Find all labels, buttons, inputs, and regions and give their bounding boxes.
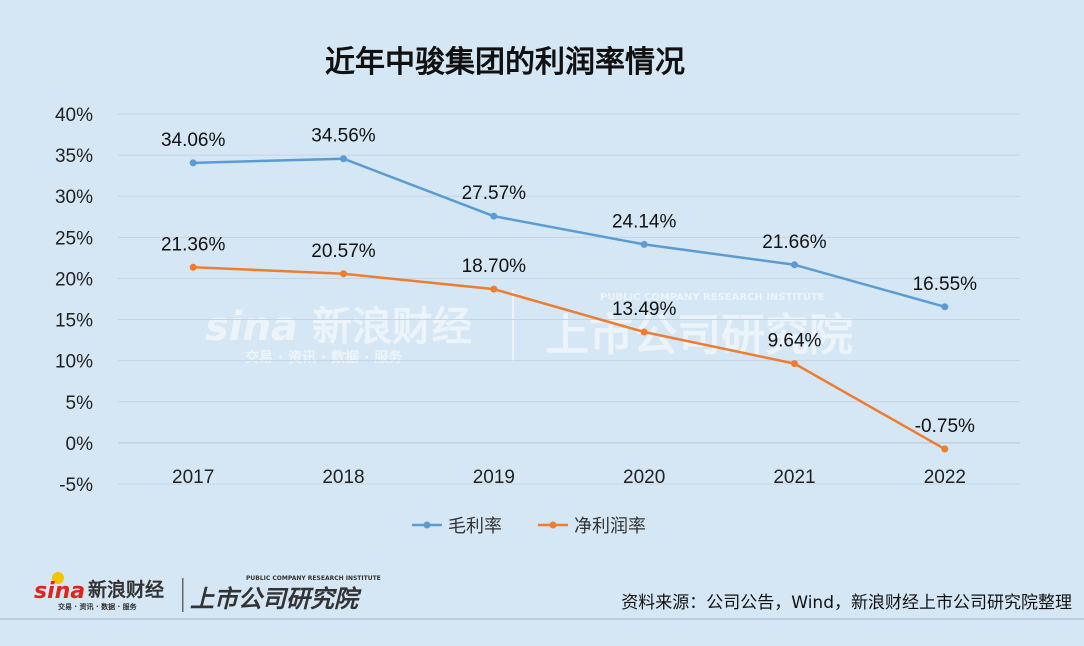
data-point	[941, 303, 949, 311]
y-tick-label: 15%	[55, 311, 93, 332]
data-label: 13.49%	[612, 299, 677, 320]
data-label: 24.14%	[612, 211, 677, 232]
x-tick-label: 2019	[473, 467, 515, 488]
bottom-strip	[0, 618, 1084, 646]
x-tick-label: 2018	[322, 467, 364, 488]
watermark-sina: sina	[205, 304, 298, 350]
legend-marker-net	[549, 521, 557, 529]
x-tick-label: 2021	[773, 467, 815, 488]
data-point	[490, 285, 498, 293]
data-label: 27.57%	[462, 183, 527, 204]
watermark: sina 新浪财经 交易 · 资讯 · 数据 · 服务 上市公司研究院 PUBL…	[205, 290, 853, 366]
legend-label-gross: 毛利率	[448, 516, 502, 537]
data-point	[640, 240, 648, 248]
footer-logo: sina 新浪财经 交易 · 资讯 · 数据 · 服务 上市公司研究院 PUBL…	[34, 572, 381, 613]
x-tick-label: 2017	[172, 467, 214, 488]
data-label: 21.66%	[762, 232, 827, 253]
data-point	[490, 212, 498, 220]
sina-eye-icon	[52, 572, 64, 584]
series	[189, 155, 949, 453]
y-tick-label: 40%	[55, 105, 93, 126]
y-tick-label: 10%	[55, 352, 93, 373]
logo-divider	[182, 578, 184, 612]
gridlines	[118, 113, 1020, 485]
logo-institute-en: PUBLIC COMPANY RESEARCH INSTITUTE	[246, 575, 381, 582]
data-point	[941, 445, 949, 453]
data-label: 21.36%	[161, 234, 226, 255]
y-tick-label: 35%	[55, 146, 93, 167]
data-label: 20.57%	[311, 241, 376, 262]
data-label: 34.56%	[311, 126, 376, 147]
data-point	[340, 270, 347, 278]
y-tick-label: 0%	[66, 434, 94, 455]
series-line-0	[193, 157, 946, 309]
watermark-tagline: 交易 · 资讯 · 数据 · 服务	[245, 349, 403, 366]
axes: -5% 0% 5% 10% 15% 20% 25% 30% 35% 40% 2017 2018 2019…	[55, 105, 966, 496]
x-tick-label: 2022	[924, 467, 966, 488]
watermark-brand: 新浪财经	[312, 304, 472, 350]
data-label: -0.75%	[915, 416, 975, 437]
data-point	[340, 155, 347, 163]
y-tick-label: -5%	[59, 475, 93, 496]
data-point	[640, 328, 648, 336]
data-point	[189, 263, 197, 271]
logo-institute: 上市公司研究院	[190, 585, 362, 613]
series-line-1	[193, 266, 946, 451]
data-point	[189, 159, 197, 167]
data-labels: 34.06% 34.56% 27.57% 24.14% 21.66% 16.55% 21.3…	[161, 126, 977, 437]
data-label: 18.70%	[462, 256, 527, 277]
legend-marker-gross	[423, 521, 431, 529]
y-tick-label: 20%	[55, 269, 93, 290]
data-label: 9.64%	[768, 331, 822, 352]
y-tick-label: 5%	[66, 393, 94, 414]
data-label: 34.06%	[161, 130, 226, 151]
logo-sina: sina	[34, 579, 85, 604]
x-tick-label: 2020	[623, 467, 665, 488]
source-note: 资料来源：公司公告，Wind，新浪财经上市公司研究院整理	[621, 593, 1072, 613]
watermark-divider	[512, 290, 514, 362]
data-label: 16.55%	[913, 274, 978, 295]
data-point	[791, 360, 798, 368]
y-tick-label: 25%	[55, 228, 93, 249]
watermark-institute-en: PUBLIC COMPANY RESEARCH INSTITUTE	[600, 292, 825, 303]
y-tick-label: 30%	[55, 187, 93, 208]
legend-label-net: 净利润率	[574, 516, 646, 537]
chart-title: 近年中骏集团的利润率情况	[325, 45, 685, 80]
logo-tagline: 交易 · 资讯 · 数据 · 服务	[58, 602, 138, 611]
logo-brand: 新浪财经	[88, 578, 164, 601]
legend: 毛利率 净利润率	[412, 516, 646, 537]
data-point	[791, 261, 798, 269]
